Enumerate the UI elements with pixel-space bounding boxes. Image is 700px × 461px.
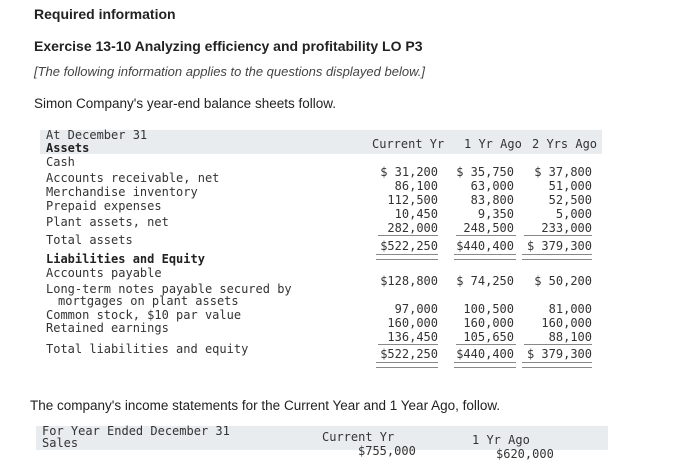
cell: $ 74,250 (456, 274, 514, 288)
cell: 136,450 (387, 330, 438, 344)
row-label: Common stock, $10 par value (46, 308, 242, 322)
cell: $ 37,800 (534, 165, 592, 179)
total-double-rule (454, 362, 516, 368)
cell: $ 35,750 (456, 165, 514, 179)
income-period-label: For Year Ended December 31 (42, 424, 230, 438)
income-col-1-yr-ago: 1 Yr Ago (472, 433, 530, 447)
subtotal-rule (456, 344, 516, 345)
cell: $440,400 (456, 239, 514, 253)
cell: $ 50,200 (534, 274, 592, 288)
sales-label: Sales (42, 436, 79, 450)
cell: $440,400 (456, 347, 514, 361)
col-2-yrs-ago: 2 Yrs Ago (532, 137, 598, 151)
cell: 52,500 (548, 193, 592, 207)
cell: $522,250 (380, 347, 438, 361)
subtotal-rule (524, 344, 592, 345)
required-information-heading: Required information (34, 6, 176, 22)
cell: 88,100 (548, 330, 592, 344)
cell: 5,000 (555, 207, 592, 221)
cell: $128,800 (380, 274, 438, 288)
cell: $ 379,300 (526, 239, 592, 253)
cell: $755,000 (358, 444, 416, 458)
row-label: Accounts receivable, net (46, 171, 220, 185)
assets-heading: Assets (46, 141, 90, 155)
liabilities-heading: Liabilities and Equity (46, 252, 205, 266)
cell: $ 379,300 (526, 347, 592, 361)
subtotal-rule (524, 235, 592, 236)
total-double-rule (376, 254, 438, 260)
cell: 105,650 (463, 330, 514, 344)
total-double-rule (454, 254, 516, 260)
row-label: Merchandise inventory (46, 185, 198, 199)
cell: 81,000 (548, 302, 592, 316)
cell: 97,000 (394, 302, 438, 316)
total-double-rule (522, 362, 592, 368)
cell: 160,000 (387, 316, 438, 330)
income-col-current-yr: Current Yr (322, 430, 395, 444)
row-label: Retained earnings (46, 321, 169, 335)
cell: 51,000 (548, 179, 592, 193)
total-double-rule (376, 362, 438, 368)
total-le-label: Total liabilities and equity (46, 342, 249, 356)
instruction-note: [The following information applies to th… (34, 64, 425, 79)
cell: 160,000 (541, 316, 592, 330)
cell: $620,000 (496, 447, 554, 461)
period-label: At December 31 (46, 128, 148, 142)
cell: 10,450 (394, 207, 438, 221)
cell: 248,500 (463, 221, 514, 235)
row-label: Long-term notes payable secured by (46, 282, 292, 296)
cell: $522,250 (380, 239, 438, 253)
total-assets-label: Total assets (46, 233, 133, 247)
col-current-yr: Current Yr (372, 137, 445, 151)
total-double-rule (522, 254, 592, 260)
cell: 282,000 (387, 221, 438, 235)
col-1-yr-ago: 1 Yr Ago (464, 137, 522, 151)
row-label: Accounts payable (46, 266, 162, 280)
cell: 233,000 (541, 221, 592, 235)
row-label: Prepaid expenses (46, 199, 162, 213)
cell: 100,500 (463, 302, 514, 316)
row-label: mortgages on plant assets (58, 294, 239, 308)
cell: $ 31,200 (380, 165, 438, 179)
header-band (40, 130, 602, 154)
row-label: Cash (46, 155, 75, 169)
header-band (36, 426, 608, 450)
row-label: Plant assets, net (46, 215, 169, 229)
cell: 86,100 (394, 179, 438, 193)
cell: 83,800 (470, 193, 514, 207)
subtotal-rule (378, 344, 438, 345)
income-statement-intro: The company's income statements for the … (30, 398, 501, 413)
cell: 63,000 (470, 179, 514, 193)
balance-sheet-intro: Simon Company's year-end balance sheets … (34, 96, 336, 111)
cell: 112,500 (387, 193, 438, 207)
cell: 160,000 (463, 316, 514, 330)
subtotal-rule (456, 235, 516, 236)
exercise-title: Exercise 13-10 Analyzing efficiency and … (34, 38, 423, 54)
cell: 9,350 (477, 207, 514, 221)
subtotal-rule (378, 235, 438, 236)
